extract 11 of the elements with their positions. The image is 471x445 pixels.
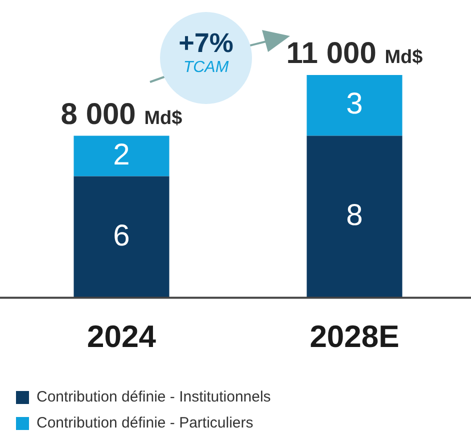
x-tick-label: 2024 — [87, 318, 157, 354]
total-label: 11 000 Md$ — [286, 37, 424, 70]
legend-label: Contribution définie - Particuliers — [36, 414, 254, 432]
data-label: 3 — [346, 88, 363, 121]
annotation: TCAM — [182, 59, 230, 77]
data-label: 6 — [113, 219, 130, 252]
data-label: 2 — [113, 138, 130, 172]
circle-badge: +7% TCAM — [160, 12, 252, 104]
x-tick-label: 2028E — [310, 318, 400, 354]
legend-label: Contribution définie - Institutionnels — [36, 388, 271, 406]
data-label: 8 — [346, 199, 363, 232]
